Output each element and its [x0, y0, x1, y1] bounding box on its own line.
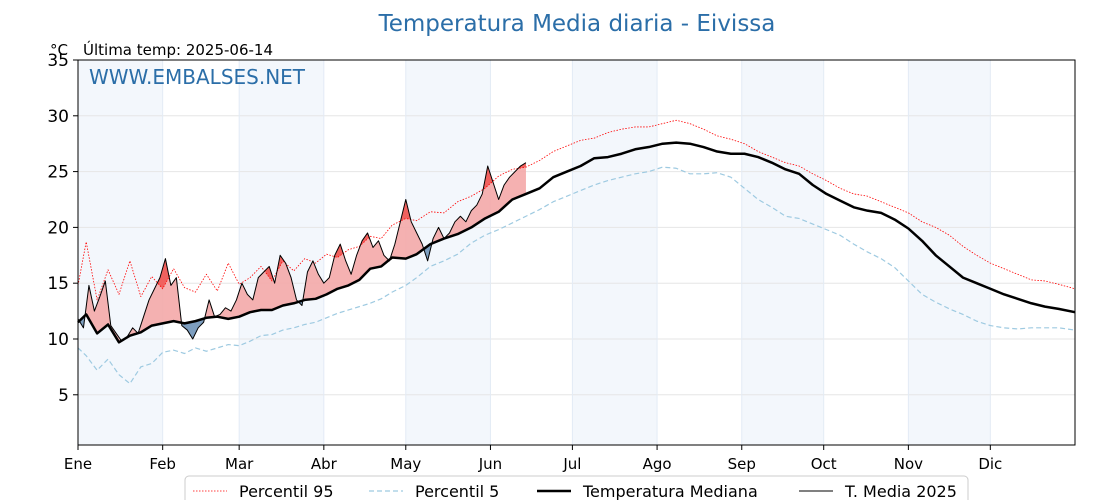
legend: Percentil 95 Percentil 5 Temperatura Media… [185, 476, 968, 500]
x-axis: Ene Feb Mar Abr May Jun Jul Ago Sep Oct Nov Dic [64, 445, 1002, 473]
legend-label: Percentil 5 [415, 482, 499, 500]
x-tick-label: Jul [562, 455, 581, 473]
x-tick-label: Dic [978, 455, 1002, 473]
y-tick-label: 10 [47, 330, 69, 350]
x-tick-label: Mar [225, 455, 254, 473]
legend-label: Percentil 95 [239, 482, 334, 500]
x-tick-label: Jun [478, 455, 502, 473]
x-tick-label: Feb [149, 455, 176, 473]
x-tick-label: Oct [811, 455, 837, 473]
y-tick-label: 35 [47, 51, 69, 71]
month-band [908, 60, 990, 445]
legend-label: Temperatura Mediana [582, 482, 758, 500]
x-tick-label: Sep [728, 455, 756, 473]
y-tick-label: 30 [47, 107, 69, 127]
y-tick-label: 25 [47, 163, 69, 183]
y-tick-label: 20 [47, 218, 69, 238]
x-tick-label: Abr [311, 455, 338, 473]
month-band [572, 60, 657, 445]
month-band [78, 60, 163, 445]
month-band [742, 60, 824, 445]
y-tick-label: 15 [47, 274, 69, 294]
chart-subtitle: Última temp: 2025-06-14 [83, 40, 273, 59]
watermark: WWW.EMBALSES.NET [89, 65, 306, 89]
month-band [239, 60, 324, 445]
x-tick-label: Ago [643, 455, 672, 473]
month-bands [78, 60, 990, 445]
x-tick-label: May [390, 455, 421, 473]
y-tick-label: 5 [58, 386, 69, 406]
legend-label: T. Media 2025 [844, 482, 957, 500]
x-tick-label: Ene [64, 455, 92, 473]
y-axis: 5 10 15 20 25 30 35 [47, 51, 78, 406]
x-tick-label: Nov [894, 455, 923, 473]
chart-title: Temperatura Media diaria - Eivissa [378, 11, 776, 37]
